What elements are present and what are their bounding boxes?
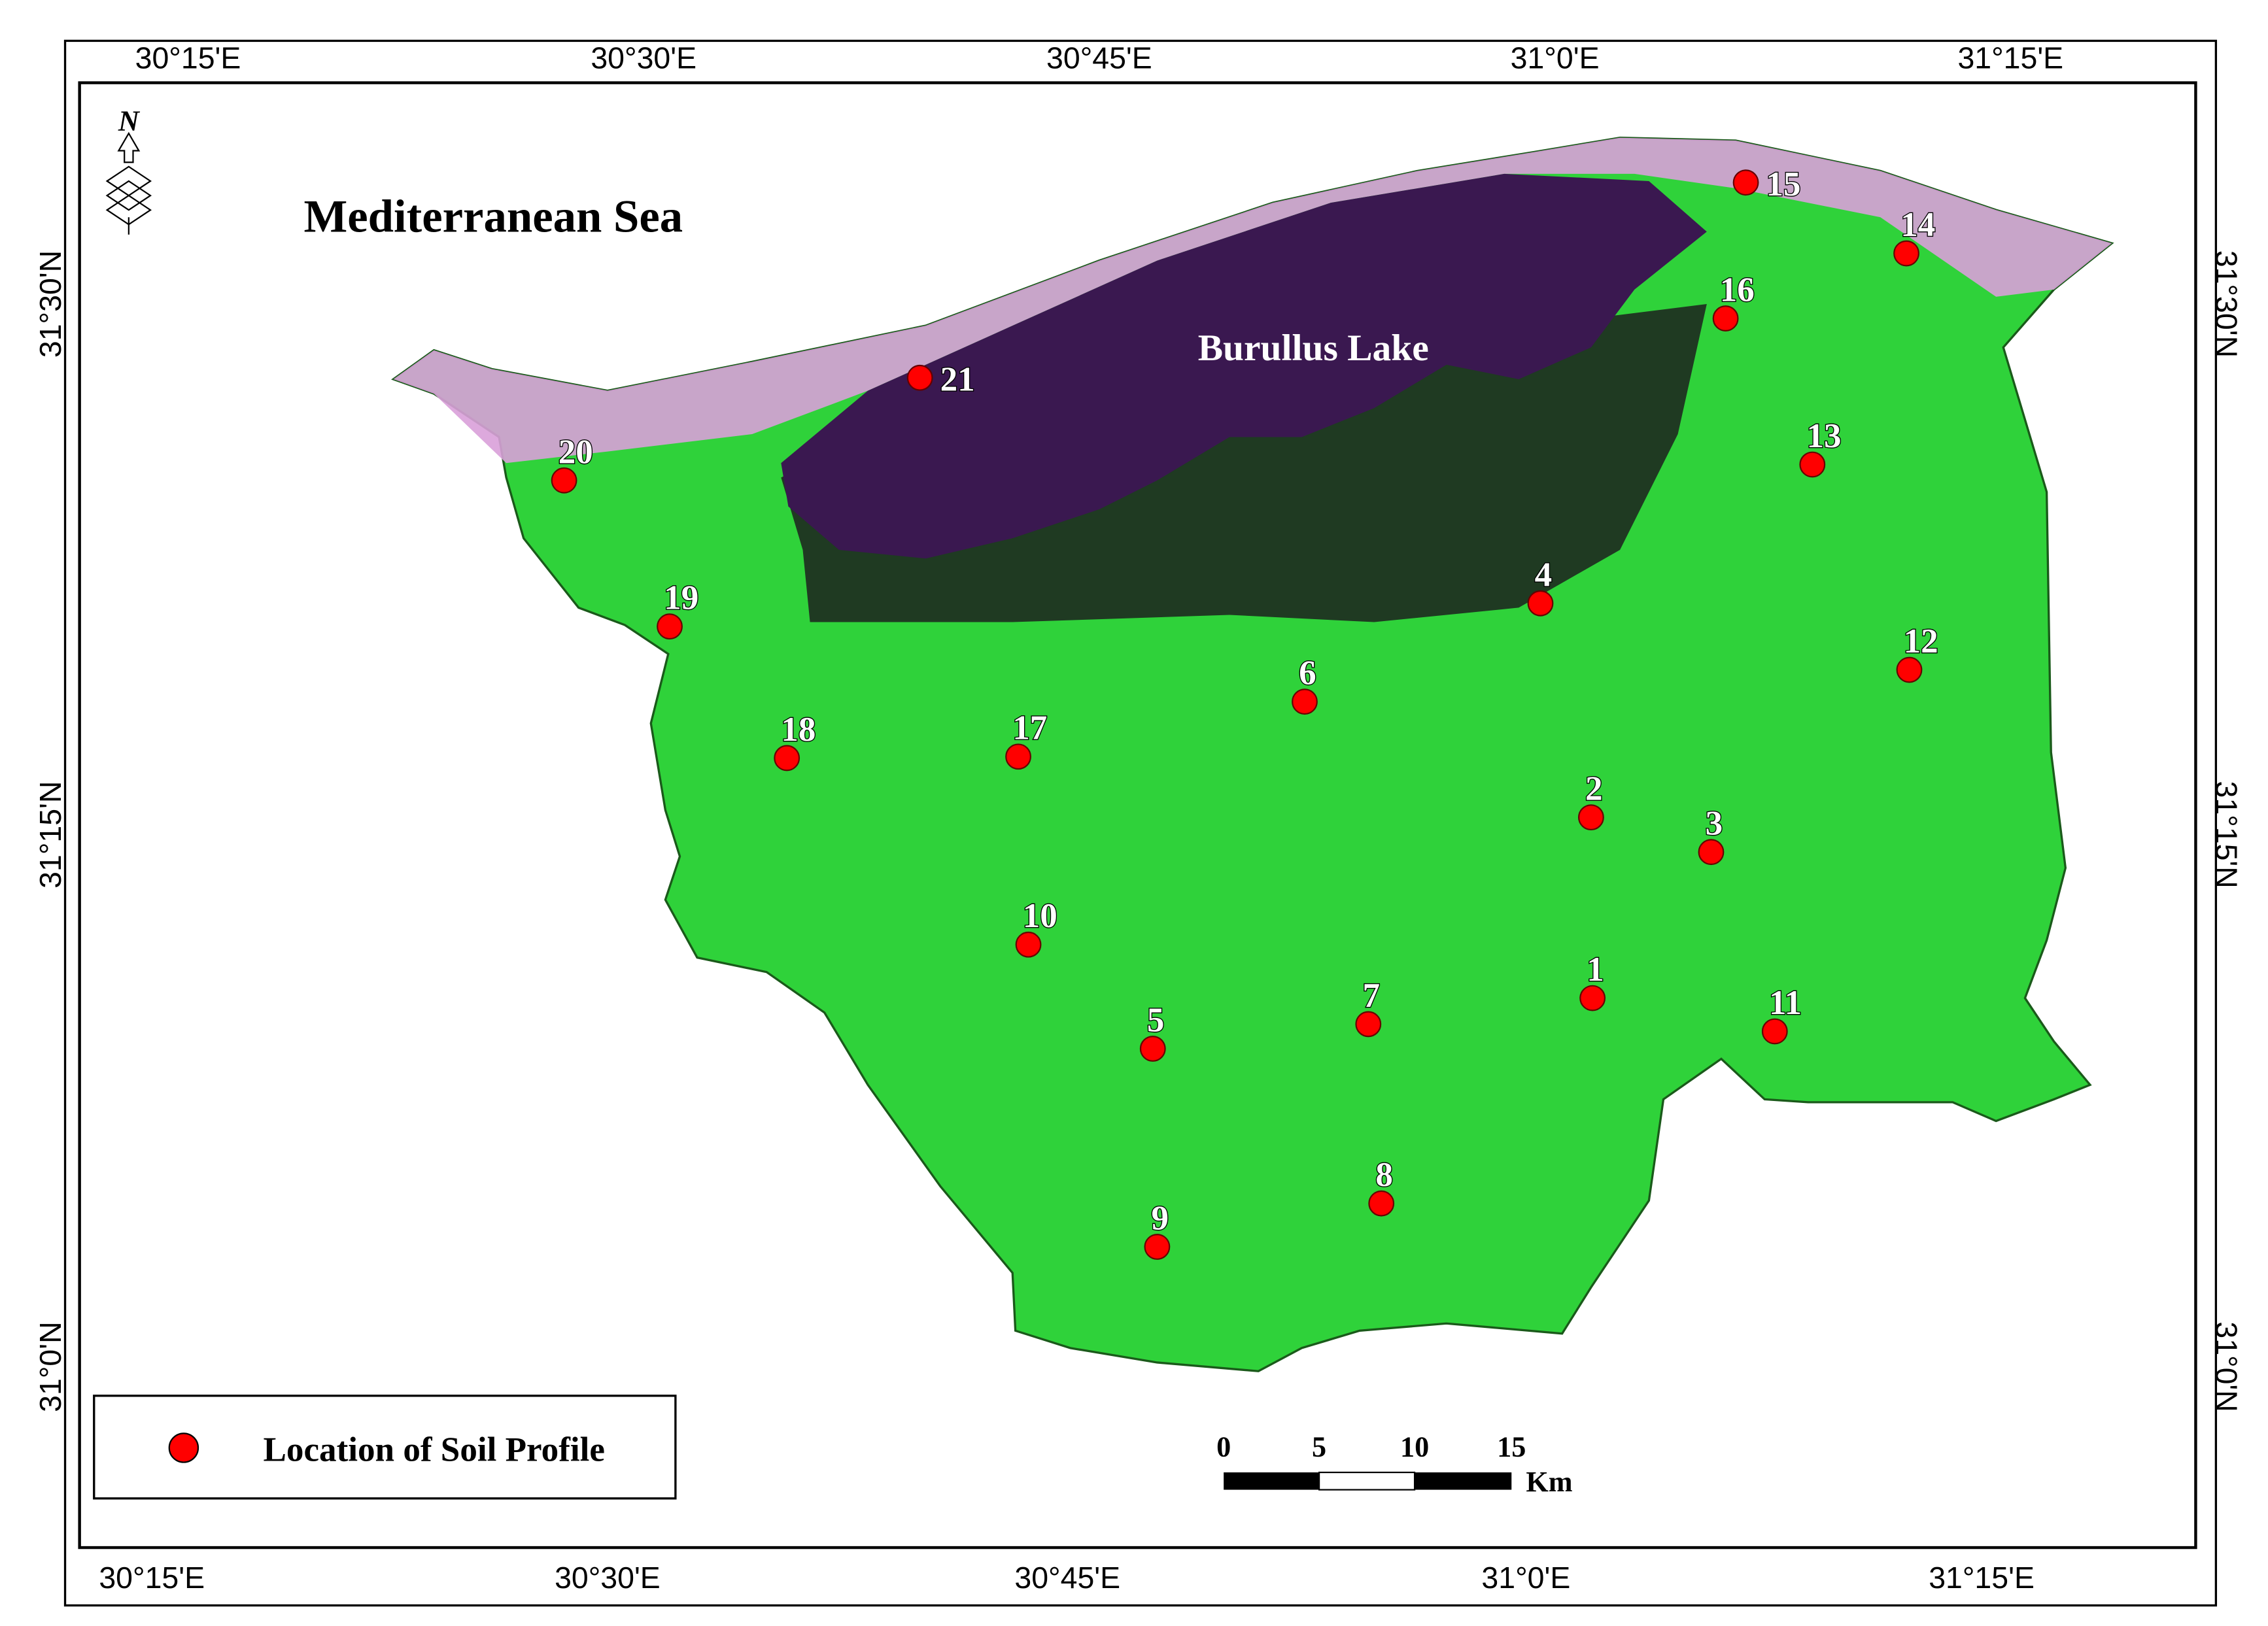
coastal-strip xyxy=(393,137,2112,464)
soil-profile xyxy=(1579,985,1606,1011)
north-arrow-head xyxy=(117,131,141,163)
graticule-label-right: 31°30'N xyxy=(2209,250,2243,358)
graticule-label-left: 31°0'N xyxy=(33,1321,67,1412)
soil-profile xyxy=(1698,839,1725,866)
scale-segment xyxy=(1318,1471,1416,1491)
soil-profile-label: 21 xyxy=(940,361,975,399)
soil-profile-label: 18 xyxy=(781,711,816,749)
soil-profile xyxy=(906,364,933,391)
dark-wetland xyxy=(781,303,1707,622)
soil-profile-label: 16 xyxy=(1720,271,1755,309)
graticule-label-bottom: 30°45'E xyxy=(1014,1561,1120,1595)
legend-label: Location of Soil Profile xyxy=(264,1431,605,1468)
soil-profile xyxy=(1355,1011,1382,1038)
graticule-label-top: 30°30'E xyxy=(591,41,696,75)
scale-segment xyxy=(1224,1472,1320,1490)
graticule-label-top: 31°0'E xyxy=(1511,41,1600,75)
north-label: N xyxy=(118,105,141,137)
graticule-label-right: 31°0'N xyxy=(2209,1321,2243,1412)
graticule-top: 30°15'E 30°30'E 30°45'E 31°0'E 31°15'E 30°15'… xyxy=(33,41,2243,1595)
soil-profile xyxy=(1896,656,1923,683)
soil-profile-label: 13 xyxy=(1806,417,1841,455)
soil-profile-label: 20 xyxy=(558,433,593,471)
soil-profile xyxy=(1015,931,1042,958)
scale-segment xyxy=(1415,1472,1512,1490)
soil-profile-label: 5 xyxy=(1147,1001,1165,1039)
graticule-label-bottom: 30°30'E xyxy=(555,1561,661,1595)
soil-profile-label: 17 xyxy=(1012,709,1047,747)
sea-label: Mediterranean Sea xyxy=(303,191,683,242)
north-arrow-stack xyxy=(105,165,152,226)
soil-profile xyxy=(1893,240,1919,267)
north-arrow: N xyxy=(105,105,152,235)
soil-profile xyxy=(1005,743,1031,770)
soil-profile xyxy=(774,745,800,771)
legend: Location of Soil Profile xyxy=(93,1395,677,1500)
soil-profile-label: 3 xyxy=(1706,805,1723,843)
burullus-lake xyxy=(781,173,1707,559)
graticule-label-top: 30°45'E xyxy=(1046,41,1152,75)
graticule-label-bottom: 31°0'E xyxy=(1481,1561,1570,1595)
graticule-label-top: 31°15'E xyxy=(1957,41,2063,75)
soil-profile xyxy=(1368,1190,1395,1217)
soil-profile-label: 19 xyxy=(664,579,698,617)
soil-profile-label: 6 xyxy=(1299,654,1316,692)
soil-profile-label: 12 xyxy=(1904,622,1938,660)
graticule-label-left: 31°15'N xyxy=(33,781,67,889)
graticule-label-left: 31°30'N xyxy=(33,250,67,358)
soil-profile xyxy=(1144,1234,1171,1260)
legend-symbol xyxy=(168,1432,199,1463)
scale-tick: 10 xyxy=(1400,1431,1429,1463)
soil-profile xyxy=(1578,804,1604,831)
soil-profile xyxy=(1527,590,1554,617)
soil-profile xyxy=(1712,305,1739,331)
soil-profile xyxy=(551,467,577,494)
soil-profile-label: 14 xyxy=(1900,206,1935,244)
scale-tick: 15 xyxy=(1497,1431,1526,1463)
soil-profile-label: 7 xyxy=(1362,977,1380,1015)
soil-profile-label: 15 xyxy=(1766,165,1801,203)
graticule-label-top: 30°15'E xyxy=(135,41,241,75)
soil-profile xyxy=(657,613,683,640)
soil-profile xyxy=(1732,169,1759,196)
scale-bar: 0 5 10 15 Km xyxy=(1216,1431,1573,1498)
soil-profile xyxy=(1292,688,1318,715)
soil-profile-label: 9 xyxy=(1152,1199,1169,1237)
scale-tick: 0 xyxy=(1216,1431,1231,1463)
scale-tick: 5 xyxy=(1312,1431,1326,1463)
soil-profile-label: 2 xyxy=(1585,770,1603,808)
soil-profile-label: 8 xyxy=(1375,1156,1393,1194)
graticule-label-bottom: 30°15'E xyxy=(99,1561,205,1595)
soil-profile-label: 11 xyxy=(1769,984,1802,1022)
graticule-label-bottom: 31°15'E xyxy=(1929,1561,2035,1595)
soil-profile xyxy=(1761,1018,1788,1045)
soil-profile-label: 4 xyxy=(1535,556,1553,594)
soil-profile-label: 1 xyxy=(1587,951,1604,989)
soil-profile xyxy=(1139,1036,1166,1062)
graticule-label-right: 31°15'N xyxy=(2209,781,2243,889)
soil-profile xyxy=(1799,451,1826,478)
scale-unit: Km xyxy=(1526,1466,1572,1498)
lake-label: Burullus Lake xyxy=(1198,328,1429,369)
soil-profile-label: 10 xyxy=(1023,897,1057,935)
